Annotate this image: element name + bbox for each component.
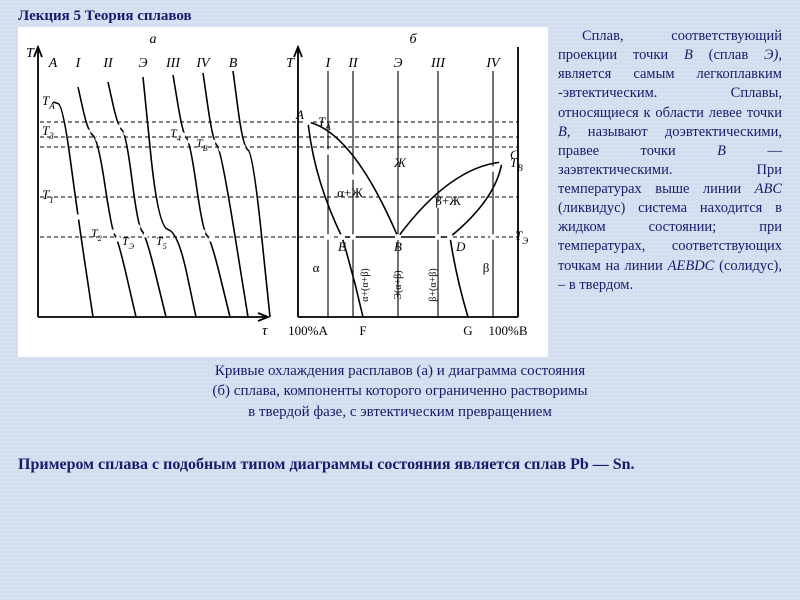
caption-line-1: Кривые охлаждения расплавов (а) и диагра… [215, 363, 585, 379]
svg-text:Э: Э [393, 56, 402, 71]
phase-diagram: абTτAIIIЭIIIIVBTAT3T1T4TBT2TЭT5TIIIЭIIII… [18, 27, 548, 357]
svg-text:T: T [26, 46, 35, 61]
svg-text:I: I [325, 56, 332, 71]
svg-text:E: E [337, 239, 346, 254]
svg-text:III: III [430, 56, 446, 71]
svg-text:а: а [150, 32, 157, 47]
svg-text:II: II [102, 56, 114, 71]
svg-text:100%B: 100%B [489, 323, 528, 338]
svg-text:τ: τ [262, 323, 268, 339]
example-text: Примером сплава с подобным типом диаграм… [18, 456, 782, 474]
svg-text:Э: Э [138, 56, 147, 71]
svg-text:β+Ж: β+Ж [435, 193, 461, 208]
svg-text:A: A [295, 107, 304, 122]
svg-text:F: F [359, 323, 366, 338]
svg-text:IV: IV [485, 56, 501, 71]
svg-text:T3: T3 [42, 123, 54, 141]
svg-text:TB: TB [510, 155, 523, 173]
svg-text:I: I [75, 56, 82, 71]
caption-line-2: (б) сплава, компоненты которого ограниче… [212, 383, 587, 399]
svg-text:Э(α+β): Э(α+β) [393, 270, 404, 299]
svg-text:III: III [165, 56, 181, 71]
svg-text:D: D [455, 239, 466, 254]
paragraph-text: Сплав, соответствующий проекции точки B … [548, 27, 782, 295]
svg-text:TЭ: TЭ [515, 228, 528, 246]
svg-text:G: G [463, 323, 472, 338]
caption-line-3: в твердой фазе, с эвтектическим превраще… [248, 404, 552, 420]
svg-text:II: II [347, 56, 359, 71]
svg-text:TA: TA [318, 114, 331, 132]
svg-text:Ж: Ж [393, 155, 407, 170]
svg-text:α+(α+β): α+(α+β) [360, 268, 371, 302]
svg-text:б: б [409, 32, 417, 47]
svg-text:T2: T2 [91, 226, 102, 243]
svg-text:β+(α+β): β+(α+β) [428, 268, 439, 301]
svg-text:T4: T4 [170, 126, 181, 143]
svg-text:T1: T1 [42, 187, 54, 205]
svg-text:α: α [313, 260, 320, 275]
lecture-title: Лекция 5 Теория сплавов [18, 8, 782, 25]
svg-text:T5: T5 [156, 234, 167, 251]
svg-text:TB: TB [196, 136, 208, 153]
svg-text:β: β [483, 260, 490, 275]
svg-text:T: T [286, 56, 295, 71]
top-row: абTτAIIIЭIIIIVBTAT3T1T4TBT2TЭT5TIIIЭIIII… [18, 27, 782, 357]
svg-text:100%A: 100%A [288, 323, 328, 338]
svg-text:B: B [394, 239, 402, 254]
figure-caption: Кривые охлаждения расплавов (а) и диагра… [18, 361, 782, 422]
svg-text:A: A [48, 56, 58, 71]
svg-text:α+Ж: α+Ж [337, 185, 363, 200]
svg-text:IV: IV [195, 56, 211, 71]
svg-text:B: B [229, 56, 238, 71]
